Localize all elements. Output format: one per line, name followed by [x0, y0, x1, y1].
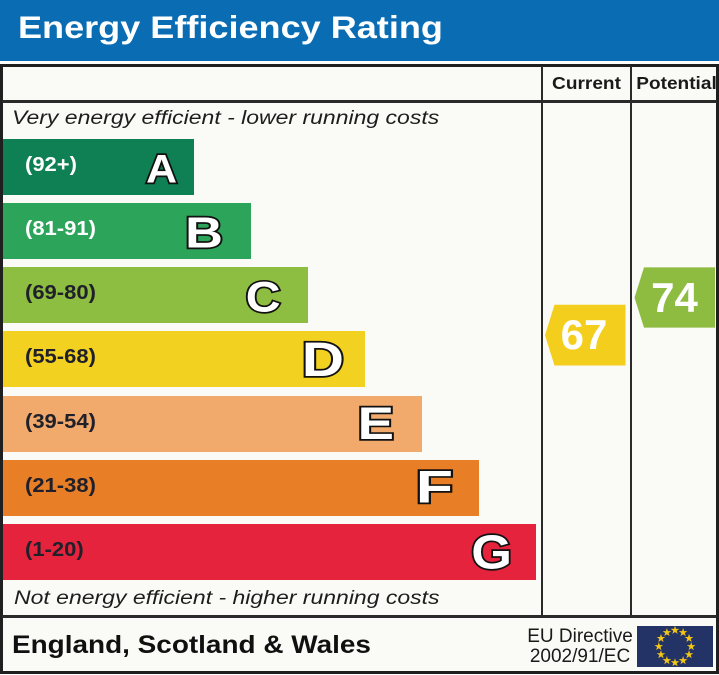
svg-text:G: G: [471, 524, 512, 579]
svg-text:E: E: [358, 398, 394, 448]
svg-text:D: D: [302, 334, 344, 387]
svg-text:C: C: [246, 273, 281, 321]
svg-text:A: A: [146, 147, 177, 191]
svg-text:B: B: [185, 208, 223, 257]
svg-text:67: 67: [561, 311, 608, 358]
svg-text:F: F: [416, 463, 453, 513]
svg-text:74: 74: [651, 274, 698, 321]
